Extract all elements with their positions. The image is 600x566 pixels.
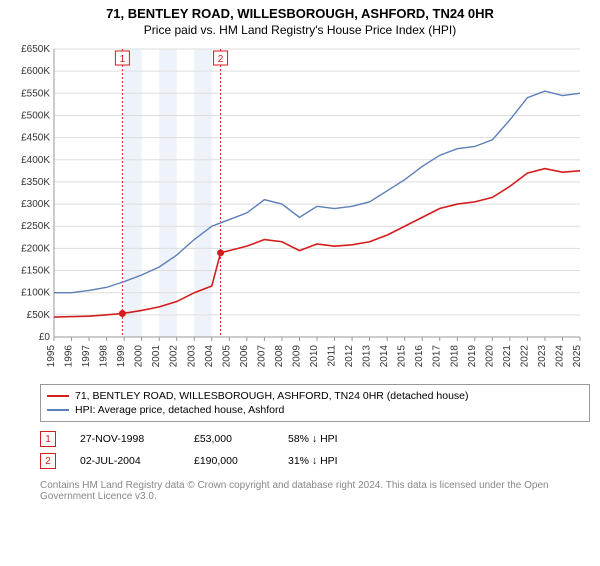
marker-row: 2 02-JUL-2004 £190,000 31% ↓ HPI bbox=[40, 450, 590, 472]
svg-text:2014: 2014 bbox=[379, 345, 390, 368]
legend-item: 71, BENTLEY ROAD, WILLESBOROUGH, ASHFORD… bbox=[47, 389, 583, 403]
svg-text:1996: 1996 bbox=[64, 345, 75, 368]
svg-text:2023: 2023 bbox=[537, 345, 548, 368]
svg-text:2008: 2008 bbox=[274, 345, 285, 368]
marker-date: 27-NOV-1998 bbox=[80, 433, 170, 445]
svg-text:1: 1 bbox=[120, 54, 126, 65]
svg-text:2006: 2006 bbox=[239, 345, 250, 368]
svg-text:2013: 2013 bbox=[362, 345, 373, 368]
svg-text:£450K: £450K bbox=[21, 133, 50, 144]
svg-text:2021: 2021 bbox=[502, 345, 513, 368]
svg-text:2012: 2012 bbox=[344, 345, 355, 368]
svg-text:1995: 1995 bbox=[46, 345, 57, 368]
svg-text:£100K: £100K bbox=[21, 288, 50, 299]
marker-price: £53,000 bbox=[194, 433, 264, 445]
svg-text:£400K: £400K bbox=[21, 155, 50, 166]
svg-text:2016: 2016 bbox=[414, 345, 425, 368]
legend-box: 71, BENTLEY ROAD, WILLESBOROUGH, ASHFORD… bbox=[40, 384, 590, 422]
svg-text:2005: 2005 bbox=[221, 345, 232, 368]
svg-text:£300K: £300K bbox=[21, 199, 50, 210]
legend-label: HPI: Average price, detached house, Ashf… bbox=[75, 404, 284, 416]
legend-item: HPI: Average price, detached house, Ashf… bbox=[47, 403, 583, 417]
svg-text:1998: 1998 bbox=[99, 345, 110, 368]
svg-text:2019: 2019 bbox=[467, 345, 478, 368]
legend-label: 71, BENTLEY ROAD, WILLESBOROUGH, ASHFORD… bbox=[75, 390, 469, 402]
marker-price: £190,000 bbox=[194, 455, 264, 467]
license-text: Contains HM Land Registry data © Crown c… bbox=[40, 480, 590, 502]
chart-subtitle: Price paid vs. HM Land Registry's House … bbox=[0, 23, 600, 37]
svg-text:£200K: £200K bbox=[21, 243, 50, 254]
svg-text:2024: 2024 bbox=[554, 345, 565, 368]
svg-text:£250K: £250K bbox=[21, 221, 50, 232]
svg-text:2022: 2022 bbox=[519, 345, 530, 368]
legend-swatch bbox=[47, 395, 69, 397]
svg-text:2010: 2010 bbox=[309, 345, 320, 368]
svg-text:£550K: £550K bbox=[21, 88, 50, 99]
svg-text:2011: 2011 bbox=[327, 345, 338, 367]
marker-date: 02-JUL-2004 bbox=[80, 455, 170, 467]
marker-badge: 2 bbox=[40, 453, 56, 469]
svg-text:£600K: £600K bbox=[21, 66, 50, 77]
svg-text:2003: 2003 bbox=[186, 345, 197, 368]
svg-text:2002: 2002 bbox=[169, 345, 180, 368]
svg-text:2018: 2018 bbox=[449, 345, 460, 368]
svg-text:2025: 2025 bbox=[572, 345, 583, 368]
svg-text:2007: 2007 bbox=[256, 345, 267, 368]
legend-swatch bbox=[47, 409, 69, 411]
svg-text:£350K: £350K bbox=[21, 177, 50, 188]
chart-title: 71, BENTLEY ROAD, WILLESBOROUGH, ASHFORD… bbox=[0, 6, 600, 21]
svg-text:2017: 2017 bbox=[432, 345, 443, 368]
marker-badge: 1 bbox=[40, 431, 56, 447]
marker-row: 1 27-NOV-1998 £53,000 58% ↓ HPI bbox=[40, 428, 590, 450]
svg-text:2: 2 bbox=[218, 54, 224, 65]
svg-text:1997: 1997 bbox=[81, 345, 92, 368]
svg-text:2000: 2000 bbox=[134, 345, 145, 368]
svg-text:2004: 2004 bbox=[204, 345, 215, 368]
markers-table: 1 27-NOV-1998 £53,000 58% ↓ HPI 2 02-JUL-2004… bbox=[40, 428, 590, 472]
svg-text:2009: 2009 bbox=[291, 345, 302, 368]
svg-text:£650K: £650K bbox=[21, 44, 50, 55]
svg-text:2020: 2020 bbox=[484, 345, 495, 368]
marker-delta: 31% ↓ HPI bbox=[288, 455, 338, 467]
svg-text:£500K: £500K bbox=[21, 110, 50, 121]
svg-text:1999: 1999 bbox=[116, 345, 127, 368]
svg-text:£50K: £50K bbox=[27, 310, 51, 321]
marker-delta: 58% ↓ HPI bbox=[288, 433, 338, 445]
svg-text:£150K: £150K bbox=[21, 266, 50, 277]
price-chart: £0 £50K £100K £150K £200K £250K £300K £350K £400… bbox=[10, 43, 590, 373]
chart-container: £0 £50K £100K £150K £200K £250K £300K £350K £400… bbox=[10, 43, 590, 378]
svg-text:2001: 2001 bbox=[151, 345, 162, 368]
svg-text:2015: 2015 bbox=[397, 345, 408, 368]
svg-text:£0: £0 bbox=[39, 332, 51, 343]
